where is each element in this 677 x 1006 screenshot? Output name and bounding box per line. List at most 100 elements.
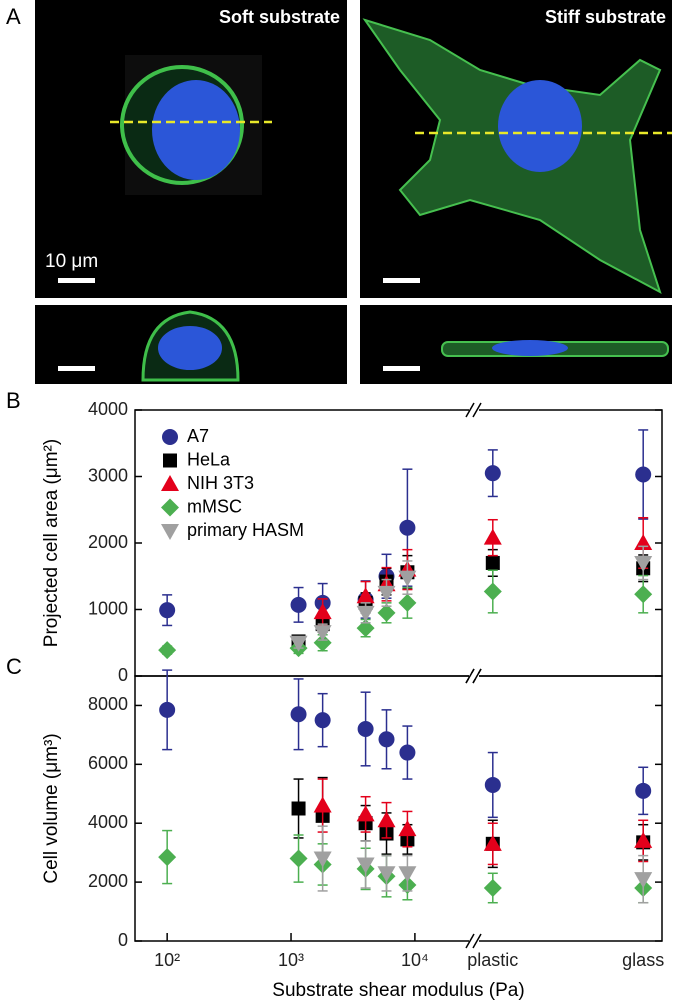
x-tick-label: 10² [154, 950, 180, 970]
axis-break [465, 402, 475, 418]
panel-label: B [6, 388, 21, 413]
marker [356, 805, 375, 822]
marker [483, 834, 502, 851]
marker [291, 801, 306, 816]
marker [484, 465, 501, 482]
x-tick-label: 10⁴ [401, 950, 429, 970]
y-axis-label: Cell volume (μm³) [41, 733, 62, 883]
marker [356, 857, 375, 874]
y-tick-label: 0 [118, 930, 128, 950]
image-title: Soft substrate [219, 7, 340, 27]
marker [485, 555, 500, 570]
panel-a: A 10 μm Soft substrate Stiff substrate [6, 0, 672, 384]
panel-label: C [6, 654, 22, 679]
scale-bar [383, 278, 420, 283]
marker [635, 782, 652, 799]
plot-frame [134, 675, 663, 942]
marker [483, 528, 502, 545]
y-tick-label: 1000 [88, 598, 128, 618]
marker [377, 811, 396, 828]
axis-break [472, 402, 482, 418]
marker [399, 519, 416, 536]
marker [289, 849, 308, 868]
y-tick-label: 2000 [88, 532, 128, 552]
marker [289, 635, 308, 652]
marker [158, 641, 177, 660]
y-tick-label: 6000 [88, 753, 128, 773]
marker [159, 701, 176, 718]
marker [159, 602, 176, 619]
x-tick-label: 10³ [278, 950, 304, 970]
legend-label: mMSC [187, 496, 242, 516]
legend-label: primary HASM [187, 520, 304, 540]
marker [634, 831, 653, 848]
marker [290, 706, 307, 723]
legend-label: NIH 3T3 [187, 473, 254, 493]
marker [313, 603, 332, 620]
marker [398, 820, 417, 837]
marker [634, 555, 653, 572]
x-tick-label: glass [622, 950, 664, 970]
marker [314, 712, 331, 729]
y-tick-label: 0 [118, 665, 128, 685]
legend-marker [161, 475, 179, 491]
x-axis-label: Substrate shear modulus (Pa) [272, 980, 524, 1001]
marker [483, 879, 502, 897]
axis-break-gap [469, 407, 479, 413]
cell-nucleus [158, 326, 222, 370]
marker [313, 625, 332, 642]
y-tick-label: 4000 [88, 812, 128, 832]
marker [313, 796, 332, 813]
scale-bar [383, 366, 420, 371]
marker [290, 596, 307, 613]
legend-label: HeLa [187, 449, 231, 469]
marker [357, 721, 374, 737]
cell-nucleus [152, 80, 240, 180]
cell-nucleus [498, 80, 582, 172]
axis-break [465, 933, 475, 949]
marker [158, 848, 177, 867]
axis-break [472, 933, 482, 949]
marker [398, 866, 417, 883]
marker [377, 603, 396, 622]
legend-marker [163, 453, 177, 468]
scale-bar [58, 366, 95, 371]
marker [634, 585, 653, 604]
marker [313, 633, 332, 652]
axis-break [472, 668, 482, 684]
marker [484, 776, 501, 793]
marker [378, 731, 395, 748]
axis-break [465, 668, 475, 684]
cell-nucleus [492, 340, 568, 356]
y-tick-label: 4000 [88, 399, 128, 419]
marker [398, 593, 417, 612]
x-tick-label: plastic [467, 950, 518, 970]
marker [377, 585, 396, 602]
y-tick-label: 3000 [88, 465, 128, 485]
y-tick-label: 2000 [88, 871, 128, 891]
marker [377, 866, 396, 883]
panel-label: A [6, 4, 21, 29]
marker [398, 570, 417, 587]
marker [356, 587, 375, 604]
scale-bar [58, 278, 95, 283]
y-axis-label: Projected cell area (μm²) [41, 439, 62, 647]
marker [635, 466, 652, 483]
marker [399, 744, 416, 761]
legend-marker [161, 498, 179, 517]
image-title: Stiff substrate [545, 7, 666, 27]
legend-marker [162, 429, 178, 445]
y-tick-label: 8000 [88, 694, 128, 714]
legend-marker [161, 524, 179, 540]
marker [483, 582, 502, 601]
axis-break-gap [469, 673, 479, 679]
axis-break-gap [469, 938, 479, 944]
marker [634, 872, 653, 889]
marker [356, 605, 375, 622]
legend-label: A7 [187, 426, 209, 446]
marker [356, 619, 375, 638]
scale-bar-label: 10 μm [45, 251, 98, 272]
marker [313, 851, 332, 868]
